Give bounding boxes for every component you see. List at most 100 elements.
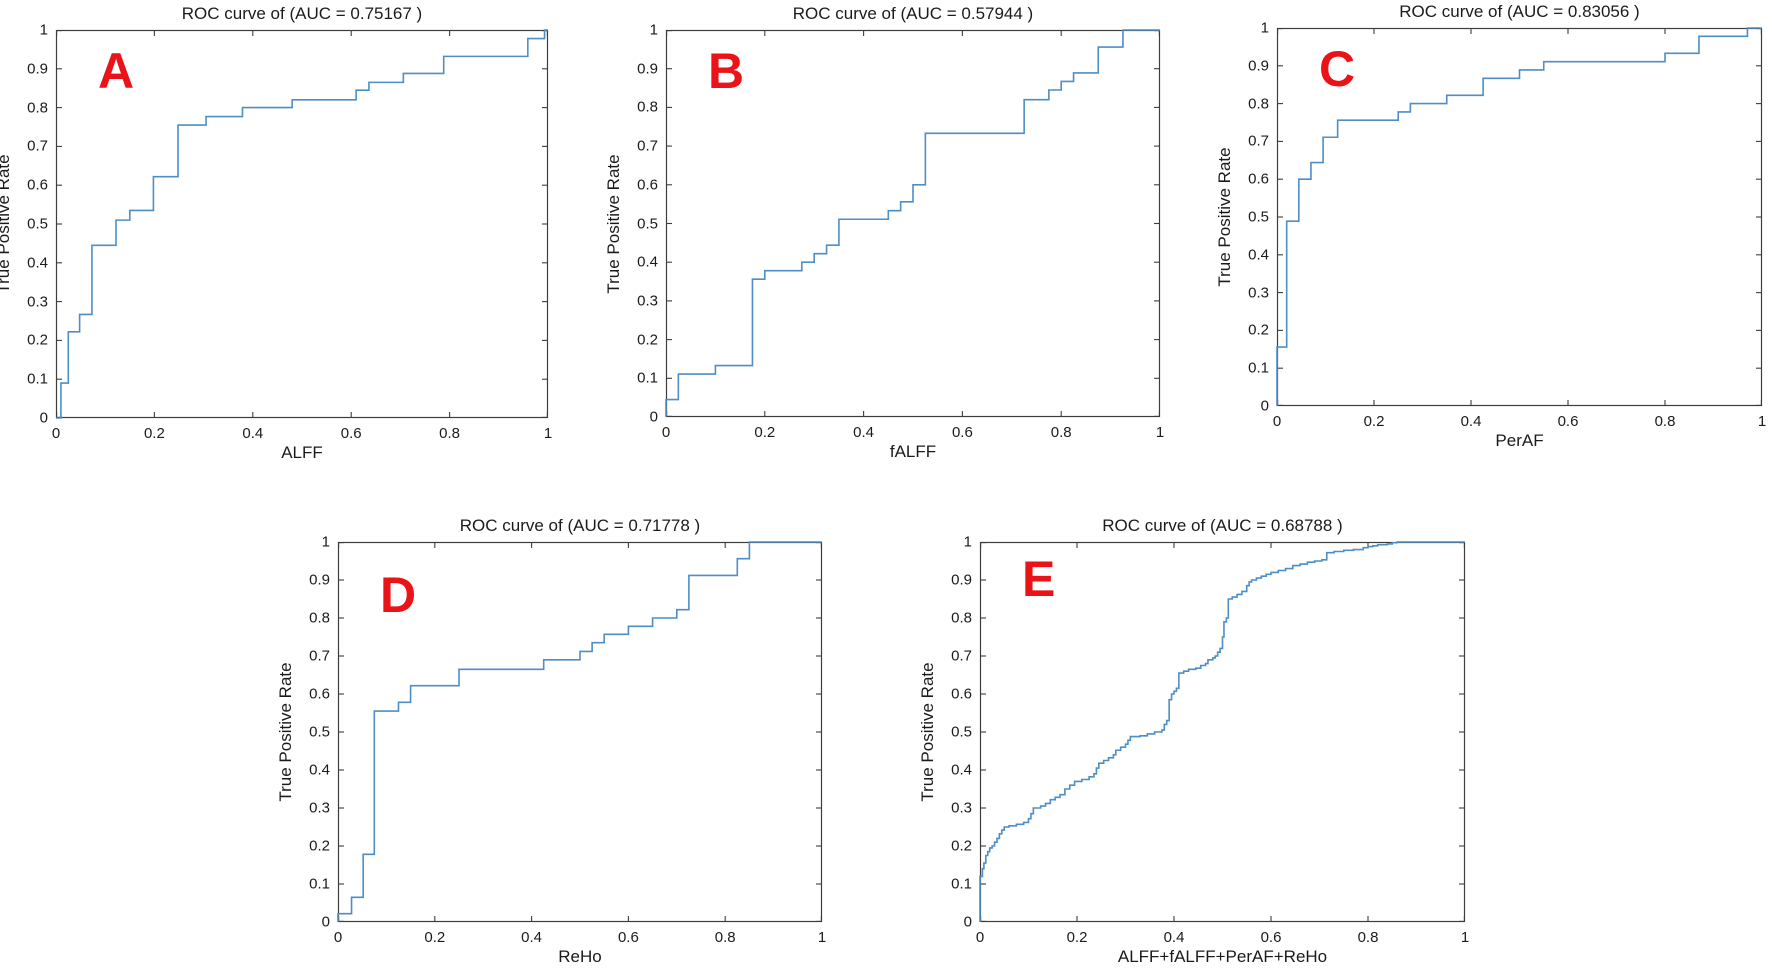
y-tick-label: 0.3 [637, 292, 658, 310]
chart-title: ROC curve of (AUC = 0.68788 ) [1102, 516, 1343, 535]
y-tick-label: 0.6 [309, 685, 330, 703]
axes-box [665, 29, 1161, 418]
x-tick-label: 0 [661, 424, 671, 441]
x-axis-label: PerAF [1495, 431, 1544, 450]
y-tick-label: 0.7 [951, 647, 972, 665]
y-tick-label: 0.4 [637, 253, 658, 271]
y-tick-label: 0.5 [637, 215, 658, 232]
y-tick-label: 0.1 [309, 875, 330, 893]
y-tick-label: 0.4 [1248, 246, 1269, 264]
y-tick-label: 1 [649, 21, 658, 39]
y-tick-label: 0.9 [637, 60, 658, 78]
y-tick-label: 0.8 [309, 609, 330, 627]
roc-curve [665, 29, 1160, 417]
y-tick-label: 0.2 [27, 331, 48, 349]
y-tick-label: 0.2 [951, 837, 972, 855]
y-tick-label: 0 [963, 913, 972, 931]
y-tick-label: 0.3 [27, 293, 48, 311]
y-tick-label: 0.1 [27, 370, 48, 388]
x-tick-label: 0 [1272, 413, 1282, 430]
y-tick-label: 0.8 [951, 609, 972, 627]
y-tick-label: 0.6 [951, 685, 972, 703]
roc-curve [979, 541, 1465, 922]
y-tick-label: 0.6 [1248, 170, 1269, 188]
chart-title: ROC curve of (AUC = 0.83056 ) [1399, 2, 1640, 21]
x-tick-label: 0.6 [1557, 413, 1579, 430]
y-tick-label: 0.9 [1248, 57, 1269, 75]
y-axis-label: True Positive Rate [276, 662, 295, 802]
y-tick-label: 1 [1260, 19, 1269, 37]
x-tick-label: 0.2 [424, 929, 446, 946]
x-axis-label: fALFF [889, 442, 937, 461]
y-axis-label: True Positive Rate [604, 153, 623, 294]
roc-curve [56, 29, 548, 419]
x-tick-label: 0.6 [951, 424, 973, 441]
x-tick-label: 1 [1460, 929, 1470, 946]
y-tick-label: 0 [1260, 397, 1269, 415]
y-tick-label: 0.1 [951, 875, 972, 893]
y-tick-label: 0.9 [309, 571, 330, 589]
roc-curve-plot [337, 541, 823, 923]
roc-curve-plot [665, 29, 1161, 418]
panel-letter-d: D [380, 567, 417, 623]
y-tick-label: 0.7 [27, 137, 48, 155]
y-tick-label: 0 [39, 409, 48, 427]
x-axis-label: ReHo [558, 947, 602, 966]
x-tick-label: 0.8 [1654, 413, 1676, 430]
chart-title: ROC curve of (AUC = 0.71778 ) [459, 516, 701, 535]
y-tick-label: 1 [963, 533, 972, 551]
x-tick-label: 0.8 [1357, 929, 1379, 946]
x-tick-label: 0 [51, 425, 61, 442]
roc-curve-plot [55, 29, 549, 419]
axes-box [55, 29, 549, 419]
axes-box [1276, 27, 1763, 407]
axes-box [979, 541, 1466, 923]
y-tick-label: 0 [321, 913, 330, 931]
y-tick-label: 0.1 [637, 369, 658, 387]
roc-curve-plot [979, 541, 1466, 923]
y-tick-label: 0.1 [1248, 359, 1269, 377]
y-tick-label: 0.6 [637, 176, 658, 194]
x-tick-label: 0.4 [1163, 929, 1185, 946]
y-tick-label: 0.9 [27, 60, 48, 78]
x-tick-label: 0.4 [1460, 413, 1482, 430]
y-tick-label: 0.7 [637, 137, 658, 155]
x-tick-label: 0 [333, 929, 343, 946]
roc-panel-d: ROC curve of (AUC = 0.71778 ) D True Pos… [276, 516, 826, 966]
panel-letter-c: C [1319, 41, 1356, 97]
panel-letter-a: A [98, 43, 135, 99]
y-tick-label: 0.4 [27, 254, 48, 272]
y-axis-label: True Positive Rate [1215, 147, 1234, 287]
chart-title: ROC curve of (AUC = 0.75167 ) [181, 4, 423, 23]
y-tick-label: 0.5 [309, 723, 330, 741]
x-axis-label: ALFF [281, 443, 323, 462]
y-tick-label: 0.8 [27, 99, 48, 117]
x-tick-label: 1 [1155, 424, 1165, 441]
panel-letter-b: B [708, 43, 745, 99]
panel-letter-e: E [1022, 551, 1056, 607]
y-tick-label: 0.3 [1248, 284, 1269, 302]
x-tick-label: 0.4 [853, 424, 875, 441]
y-tick-label: 0.4 [951, 761, 972, 779]
y-tick-label: 0.2 [637, 331, 658, 349]
roc-panel-e: ROC curve of (AUC = 0.68788 ) E True Pos… [918, 516, 1469, 966]
y-tick-label: 0.7 [1248, 132, 1269, 150]
y-tick-label: 0.5 [1248, 208, 1269, 226]
axes-box [337, 541, 823, 923]
x-tick-label: 0.2 [754, 424, 776, 441]
x-tick-label: 0.6 [340, 425, 362, 442]
roc-panel-b: ROC curve of (AUC = 0.57944 ) B True Pos… [604, 4, 1164, 461]
y-tick-label: 0.7 [309, 647, 330, 665]
x-tick-label: 0.2 [143, 425, 165, 442]
y-tick-label: 0.3 [309, 799, 330, 817]
y-tick-label: 0.2 [1248, 321, 1269, 339]
x-tick-label: 1 [1757, 413, 1767, 430]
y-tick-label: 0.4 [309, 761, 330, 779]
y-axis-label: True Positive Rate [0, 154, 13, 294]
x-tick-label: 0.2 [1363, 413, 1385, 430]
y-tick-label: 0.8 [1248, 95, 1269, 113]
x-tick-label: 0.8 [439, 425, 461, 442]
x-tick-label: 0.2 [1066, 929, 1088, 946]
y-axis-label: True Positive Rate [918, 662, 937, 802]
